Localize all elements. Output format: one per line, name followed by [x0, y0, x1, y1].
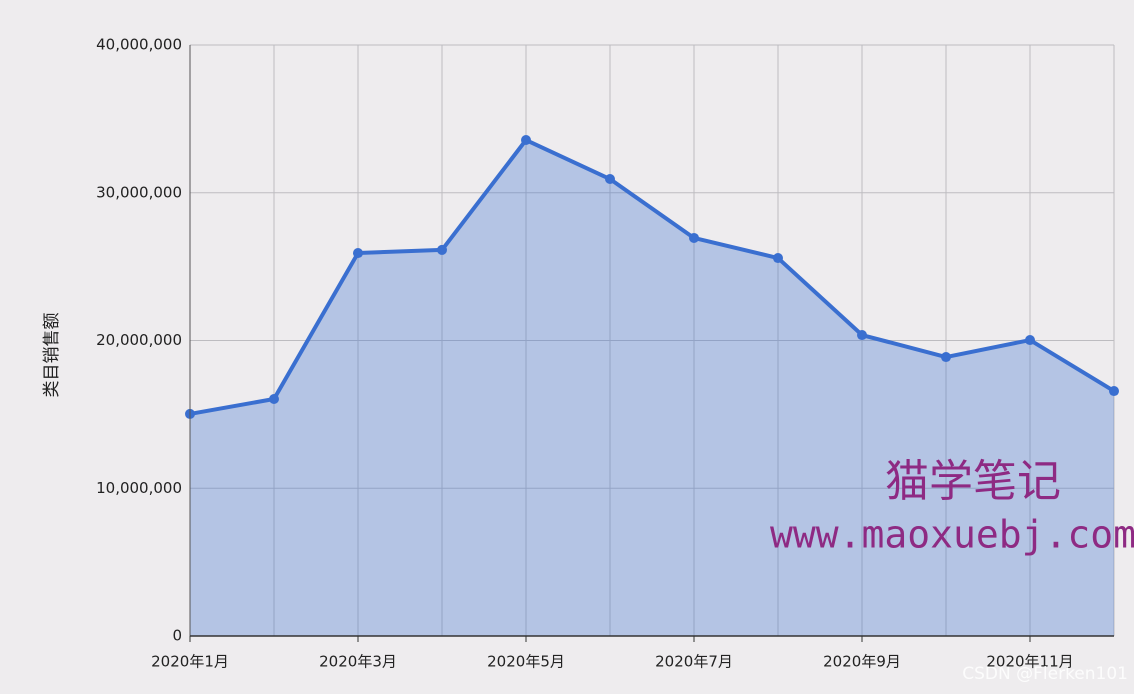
x-tick-label: 2020年1月 [151, 653, 229, 671]
point [857, 330, 867, 341]
point [689, 232, 699, 243]
point [521, 135, 531, 146]
y-tick-label: 40,000,000 [96, 36, 182, 54]
watermark: CSDN @Flerken101 [962, 664, 1128, 684]
x-tick-label: 2020年7月 [655, 653, 733, 671]
point [1025, 335, 1035, 346]
y-axis-label: 类目销售额 [42, 313, 62, 398]
y-tick-label: 20,000,000 [96, 331, 182, 349]
point [437, 244, 447, 255]
y-tick-label: 10,000,000 [96, 479, 182, 497]
x-tick-label: 2020年9月 [823, 653, 901, 671]
y-tick-label: 0 [172, 627, 182, 645]
x-tick-label: 2020年5月 [487, 653, 565, 671]
point [605, 174, 615, 185]
point [941, 352, 951, 363]
line [189, 138, 1116, 416]
y-tick-label: 30,000,000 [96, 183, 182, 201]
plot: 0 10,000,000 20,000,000 30,000,000 40,000,00… [96, 36, 1119, 671]
area [190, 140, 1114, 637]
x-tick-label: 2020年3月 [319, 653, 397, 671]
point [353, 248, 363, 259]
watermark: 猫学笔记 [885, 456, 1061, 507]
watermark: www.maoxuebj.com [770, 513, 1134, 557]
point [269, 394, 279, 405]
x-tick-label: 2020年11月 [986, 653, 1073, 671]
point [773, 253, 783, 264]
point [1109, 386, 1119, 397]
